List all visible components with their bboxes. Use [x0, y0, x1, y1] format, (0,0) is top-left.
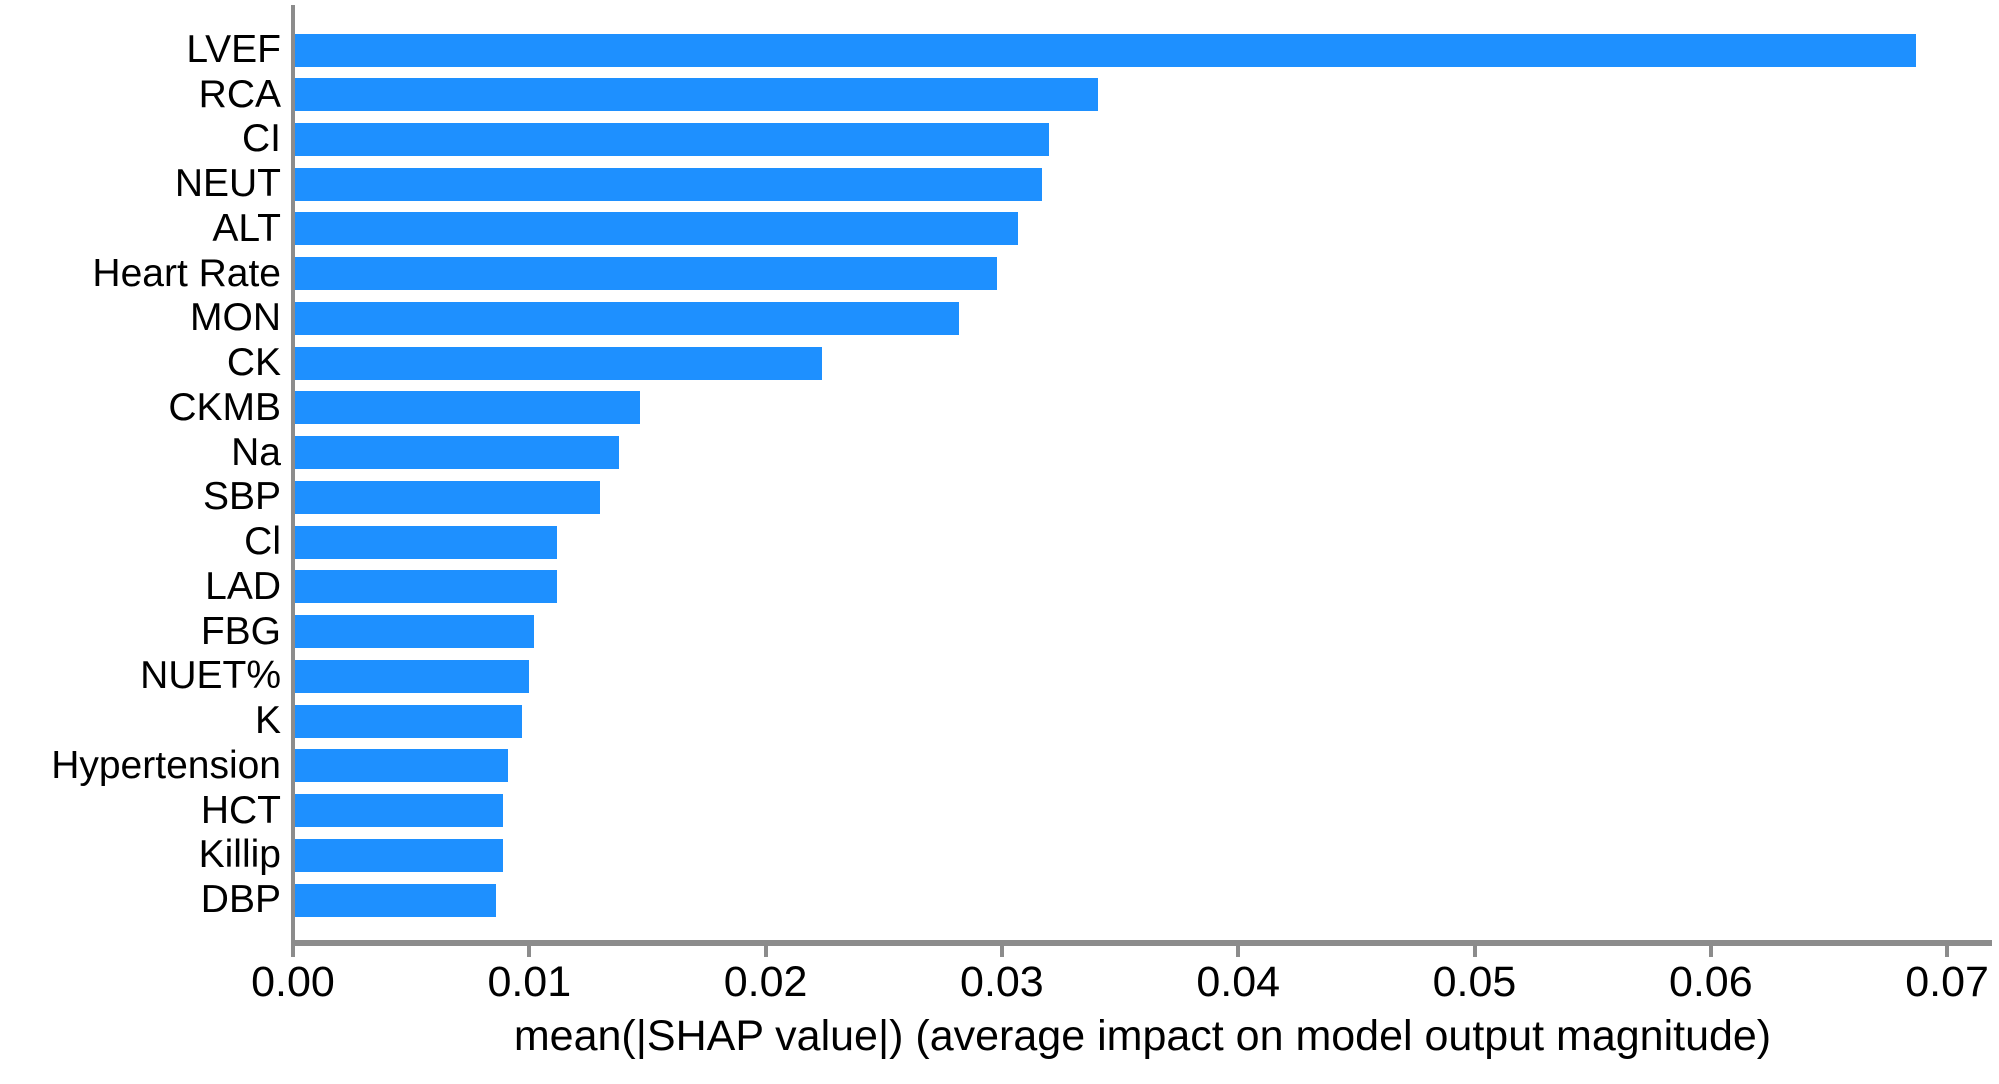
y-tick-label: CK — [226, 341, 281, 385]
y-tick-label: CI — [242, 117, 281, 161]
bar — [295, 391, 640, 425]
x-tick-label: 0.01 — [487, 958, 572, 1006]
y-tick-label: K — [254, 699, 281, 743]
bar — [295, 480, 600, 514]
bar — [295, 167, 1042, 201]
y-tick-label: ALT — [212, 206, 281, 250]
bar — [295, 570, 557, 604]
y-tick-label: CKMB — [168, 385, 281, 429]
bar — [295, 704, 522, 738]
x-tick-label: 0.07 — [1905, 958, 1989, 1006]
y-tick-label: Hypertension — [51, 743, 281, 787]
x-axis-line — [291, 940, 1992, 946]
y-tick-label: DBP — [200, 878, 281, 922]
bar — [295, 346, 822, 380]
y-tick-label: Cl — [244, 520, 281, 564]
x-tick-label: 0.02 — [723, 958, 808, 1006]
y-axis-line — [291, 5, 295, 946]
x-tick-mark — [527, 943, 532, 957]
y-tick-label: NEUT — [174, 162, 281, 206]
x-tick-mark — [291, 943, 295, 957]
x-tick-label: 0.06 — [1668, 958, 1753, 1006]
y-tick-label: Heart Rate — [92, 251, 281, 295]
y-tick-label: LVEF — [186, 28, 281, 71]
x-tick-mark — [999, 943, 1004, 957]
bar — [295, 749, 508, 783]
y-tick-label: Na — [231, 430, 281, 474]
x-tick-mark — [1945, 943, 1950, 957]
x-tick-mark — [1472, 943, 1477, 957]
bar — [295, 794, 503, 828]
y-tick-label: RCA — [198, 72, 281, 116]
bar — [295, 436, 619, 470]
x-tick-mark — [1236, 943, 1241, 957]
bar — [295, 212, 1018, 246]
x-tick-label: 0.04 — [1196, 958, 1281, 1006]
bar — [295, 838, 503, 872]
y-tick-label: NUET% — [140, 654, 281, 698]
x-axis-title: mean(|SHAP value|) (average impact on mo… — [513, 1012, 1772, 1060]
x-tick-mark — [763, 943, 768, 957]
y-tick-label: MON — [190, 296, 281, 340]
bar — [295, 659, 529, 693]
x-tick-label: 0.00 — [251, 958, 335, 1006]
x-tick-label: 0.05 — [1432, 958, 1517, 1006]
y-tick-label: SBP — [202, 475, 281, 519]
bar — [295, 301, 959, 335]
bar — [295, 615, 534, 649]
bar — [295, 122, 1049, 156]
y-tick-label: HCT — [200, 788, 281, 832]
bar — [295, 883, 496, 917]
y-tick-label: FBG — [200, 609, 281, 653]
x-tick-label: 0.03 — [960, 958, 1044, 1006]
y-tick-label: Killip — [198, 833, 281, 877]
bar — [295, 78, 1098, 112]
bar — [295, 525, 557, 559]
bar — [295, 33, 1916, 67]
y-tick-label: LAD — [205, 564, 281, 608]
x-tick-mark — [1708, 943, 1713, 957]
bar — [295, 257, 997, 291]
